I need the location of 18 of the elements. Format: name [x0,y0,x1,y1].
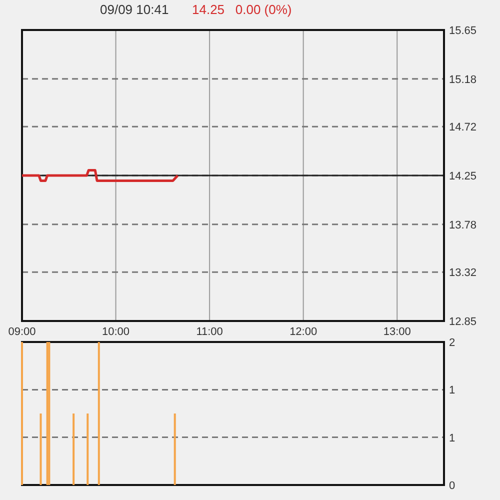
y-tick-label: 15.65 [449,25,477,37]
y-tick-label: 14.25 [449,170,477,182]
y-tick-label: 1 [449,384,456,397]
chart-title: 09/09 10:41 [100,2,169,17]
x-tick-label: 11:00 [196,326,223,338]
y-tick-label: 0 [449,480,456,492]
x-tick-label: 09:00 [8,326,36,338]
y-tick-label: 2 [449,337,456,349]
x-tick-label: 10:00 [102,326,130,338]
y-tick-label: 1 [449,432,456,444]
x-tick-label: 13:00 [383,326,411,338]
x-tick-label: 12:00 [290,326,318,338]
chart-subtitle: 14.25 0.00 (0%) [192,2,292,17]
y-tick-label: 14.72 [449,122,477,134]
y-tick-label: 15.18 [449,74,477,86]
y-tick-label: 13.78 [449,219,477,232]
y-tick-label: 13.32 [449,267,477,280]
y-tick-label: 12.85 [449,316,477,328]
